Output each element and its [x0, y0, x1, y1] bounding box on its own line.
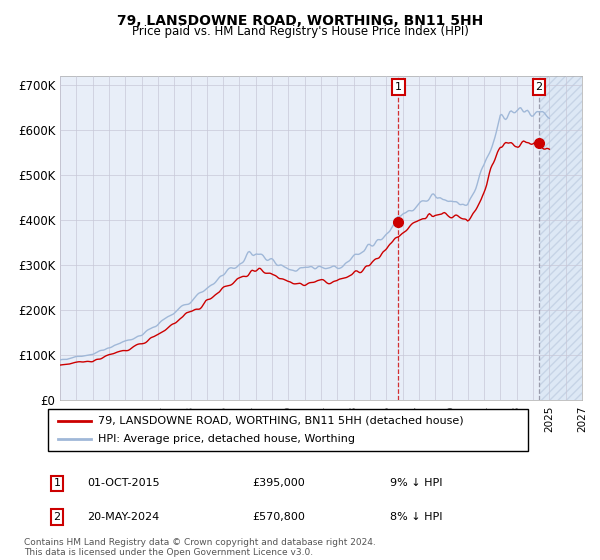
Text: 2: 2: [536, 82, 542, 92]
Text: 1: 1: [53, 478, 61, 488]
Text: 79, LANSDOWNE ROAD, WORTHING, BN11 5HH (detached house): 79, LANSDOWNE ROAD, WORTHING, BN11 5HH (…: [98, 416, 464, 426]
Text: 9% ↓ HPI: 9% ↓ HPI: [390, 478, 443, 488]
Text: 2: 2: [53, 512, 61, 522]
Bar: [541, 76, 582, 400]
Text: 79, LANSDOWNE ROAD, WORTHING, BN11 5HH: 79, LANSDOWNE ROAD, WORTHING, BN11 5HH: [117, 14, 483, 28]
Text: Price paid vs. HM Land Registry's House Price Index (HPI): Price paid vs. HM Land Registry's House …: [131, 25, 469, 38]
Text: Contains HM Land Registry data © Crown copyright and database right 2024.
This d: Contains HM Land Registry data © Crown c…: [24, 538, 376, 557]
Text: £570,800: £570,800: [252, 512, 305, 522]
Text: 8% ↓ HPI: 8% ↓ HPI: [390, 512, 443, 522]
Bar: [541, 76, 582, 400]
FancyBboxPatch shape: [48, 409, 528, 451]
Text: £395,000: £395,000: [252, 478, 305, 488]
Text: HPI: Average price, detached house, Worthing: HPI: Average price, detached house, Wort…: [98, 434, 355, 444]
Text: 01-OCT-2015: 01-OCT-2015: [87, 478, 160, 488]
Text: 20-MAY-2024: 20-MAY-2024: [87, 512, 159, 522]
Text: 1: 1: [395, 82, 402, 92]
